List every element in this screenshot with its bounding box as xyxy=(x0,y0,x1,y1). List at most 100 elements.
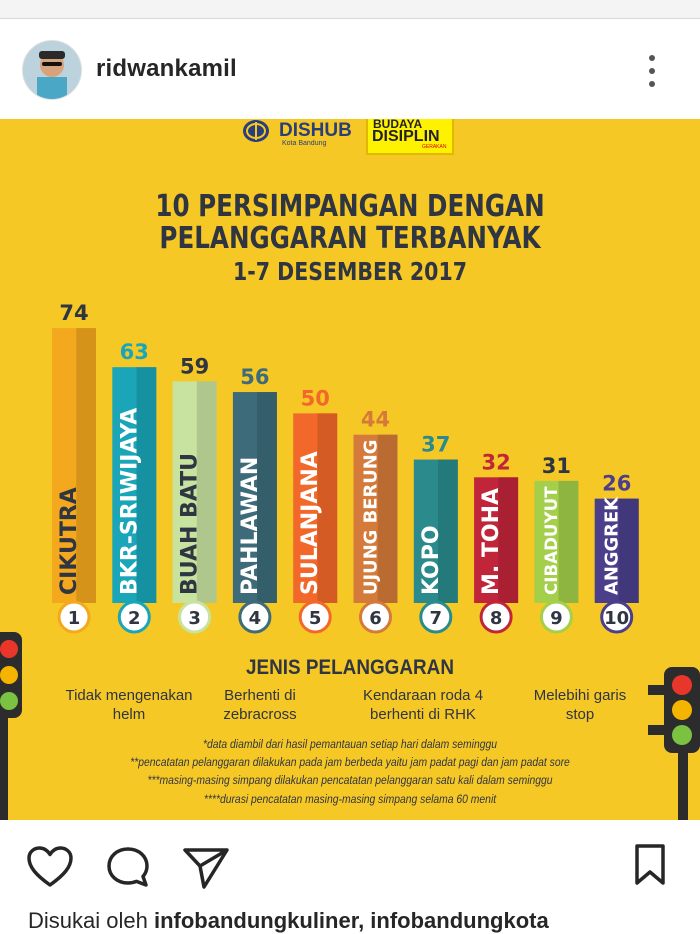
rank-number: 6 xyxy=(369,608,382,629)
rank-number: 4 xyxy=(249,608,262,629)
bar-value-label: 32 xyxy=(481,450,510,474)
bar-group: 32 M. TOHA 8 xyxy=(474,450,519,634)
post-image: DISHUB Kota Bandung BUDAYA DISIPLIN GERA… xyxy=(0,119,700,820)
status-strip xyxy=(0,0,700,19)
rank-number: 1 xyxy=(68,608,81,629)
rank-badge xyxy=(539,600,573,634)
bar-group: 59 BUAH BATU 3 xyxy=(172,354,217,634)
bar-value-label: 37 xyxy=(421,433,450,457)
bar-category-label: PAHLAWAN xyxy=(238,457,263,595)
bar-value-label: 59 xyxy=(180,354,209,378)
footnote: *data diambil dari hasil pemantauan seti… xyxy=(202,739,497,751)
rank-number: 3 xyxy=(188,608,201,629)
username[interactable]: ridwankamil xyxy=(96,55,237,82)
bar-shadow xyxy=(317,413,338,603)
post-actions: Disukai oleh infobandungkuliner, infoban… xyxy=(0,821,700,933)
violation-item: Kendaraan roda 4 berhenti di RHK xyxy=(362,687,484,723)
budaya-logo-sub: GERAKAN xyxy=(422,144,447,150)
rank-badge xyxy=(117,600,151,634)
rank-badge xyxy=(479,600,513,634)
bar xyxy=(293,413,338,603)
bar-shadow xyxy=(618,498,639,603)
bar-shadow xyxy=(377,434,398,603)
dishub-emblem-icon xyxy=(243,120,269,142)
bar-value-label: 56 xyxy=(240,365,269,389)
rank-number: 10 xyxy=(604,608,629,629)
bar-shadow xyxy=(257,392,277,603)
rank-badge xyxy=(419,600,453,634)
bar-group: 31 CIBADUYUT 9 xyxy=(534,454,579,634)
dishub-logo-text: DISHUB xyxy=(279,120,352,141)
bar-category-label: SULANJANA xyxy=(298,451,323,595)
bar-category-label: BKR-SRIWIJAYA xyxy=(117,408,142,595)
comment-icon[interactable] xyxy=(104,845,152,889)
bar xyxy=(594,498,639,603)
bar-shadow xyxy=(438,459,458,603)
rank-badge xyxy=(359,600,392,634)
budaya-disiplin-logo: BUDAYA DISIPLIN GERAKAN xyxy=(366,119,454,155)
violation-item: Melebihi garis stop xyxy=(533,687,627,723)
bar-group: 50 SULANJANA 5 xyxy=(293,386,338,634)
rank-number: 2 xyxy=(128,608,141,629)
more-vertical-icon[interactable] xyxy=(640,53,664,89)
bar-category-label: CIKUTRA xyxy=(57,487,82,595)
bar-group: 56 PAHLAWAN 4 xyxy=(232,365,277,634)
bar-value-label: 74 xyxy=(59,301,88,325)
bar-group: 37 KOPO 7 xyxy=(413,433,458,634)
avatar[interactable] xyxy=(22,40,82,100)
traffic-light-left-pole xyxy=(0,717,8,820)
rank-number: 5 xyxy=(309,608,322,629)
traffic-light-right-arm2 xyxy=(648,725,666,735)
liked-by-text: Disukai oleh infobandungkuliner, infoban… xyxy=(28,908,549,934)
bar-value-label: 31 xyxy=(542,454,571,478)
bar-group: 44 UJUNG BERUNG 6 xyxy=(353,408,398,634)
violation-item: Berhenti di zebracross xyxy=(223,687,297,723)
bar-value-label: 26 xyxy=(602,472,631,496)
traffic-light-right-pole xyxy=(678,752,688,820)
violation-item: Tidak mengenakan helm xyxy=(65,687,193,723)
bar xyxy=(172,381,217,603)
liked-by-prefix: Disukai oleh xyxy=(28,908,148,933)
bar-value-label: 44 xyxy=(361,408,390,432)
violation-types-title: JENIS PELANGGARAN xyxy=(246,656,454,679)
heart-icon[interactable] xyxy=(26,845,74,889)
bar-category-label: UJUNG BERUNG xyxy=(361,440,382,595)
bar-group: 63 BKR-SRIWIJAYA 2 xyxy=(112,340,157,634)
bar xyxy=(474,477,519,603)
traffic-light-left-icon xyxy=(0,632,22,718)
bar-category-label: CIBADUYUT xyxy=(541,486,561,595)
chart-title-line2: PELANGGARAN TERBANYAK xyxy=(159,221,541,256)
bar xyxy=(52,328,96,603)
rank-badge xyxy=(178,600,212,634)
budaya-logo-top: BUDAYA xyxy=(373,119,423,131)
liked-by-names[interactable]: infobandungkuliner, infobandungkota xyxy=(153,908,549,933)
chart-title-line1: 10 PERSIMPANGAN DENGAN xyxy=(155,189,545,224)
rank-badge xyxy=(238,600,272,634)
footnote: **pencatatan pelanggaran dilakukan pada … xyxy=(130,757,570,769)
bar-shadow xyxy=(76,328,96,603)
bar xyxy=(353,434,398,603)
bar-shadow xyxy=(558,480,579,603)
bar-value-label: 63 xyxy=(120,340,149,364)
bar-shadow xyxy=(196,381,217,603)
bar xyxy=(534,480,579,603)
bar-shadow xyxy=(498,477,519,603)
chart-subtitle: 1-7 DESEMBER 2017 xyxy=(233,257,467,286)
budaya-logo-main: DISIPLIN xyxy=(372,128,440,145)
avatar-image xyxy=(23,41,81,99)
footnote: ***masing-masing simpang dilakukan penca… xyxy=(147,775,553,787)
bar-category-label: BUAH BATU xyxy=(178,453,203,595)
rank-number: 9 xyxy=(550,608,563,629)
rank-badge xyxy=(298,600,332,634)
bar-category-label: KOPO xyxy=(419,525,444,595)
bar-group: 74 CIKUTRA 1 xyxy=(52,301,96,634)
bar xyxy=(232,392,277,603)
bookmark-icon[interactable] xyxy=(632,843,668,887)
post-header: ridwankamil xyxy=(0,19,700,119)
bar xyxy=(112,367,157,603)
footnote: ****durasi pencatatan masing-masing simp… xyxy=(203,794,497,806)
paper-plane-icon[interactable] xyxy=(182,845,230,889)
rank-number: 7 xyxy=(430,608,443,629)
